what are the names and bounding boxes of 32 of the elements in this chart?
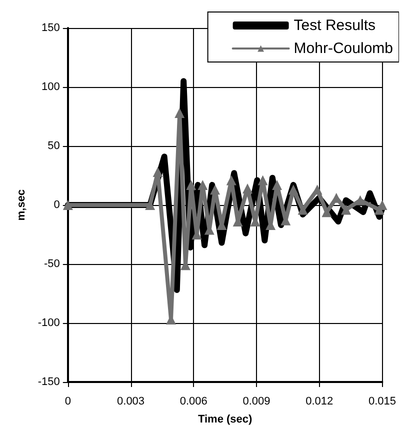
x-tick-label: 0.006 [180,396,208,408]
y-tick-label: -150 [38,376,60,388]
point [152,166,163,177]
point [355,195,366,206]
x-tick-label: 0.015 [368,396,396,408]
point [322,207,332,218]
x-axis-title: Time (sec) [198,414,253,426]
x-tick-label: 0.012 [306,396,334,408]
point [62,200,73,210]
x-tick-label: 0 [64,396,71,408]
point [298,204,308,215]
x-tick-label: 0.003 [117,396,145,408]
x-tick-label: 0.009 [242,396,270,408]
point [186,180,196,190]
y-tick-label: -50 [44,258,60,270]
legend-label: Test Results [294,17,376,34]
y-axis-title: m,sec [16,189,28,221]
legend-label: Mohr-Coulomb [294,40,394,57]
y-tick-label: 0 [54,199,60,211]
y-tick-label: -100 [38,317,60,329]
y-tick-label: 50 [48,140,60,152]
point [174,108,185,118]
point [288,184,298,195]
point [198,180,208,190]
y-tick-label: 100 [42,81,60,93]
point [258,175,268,186]
point [272,180,282,190]
point [242,183,252,194]
point [210,184,220,195]
y-tick-label: 150 [42,22,60,34]
point [340,204,351,215]
point [226,175,236,186]
